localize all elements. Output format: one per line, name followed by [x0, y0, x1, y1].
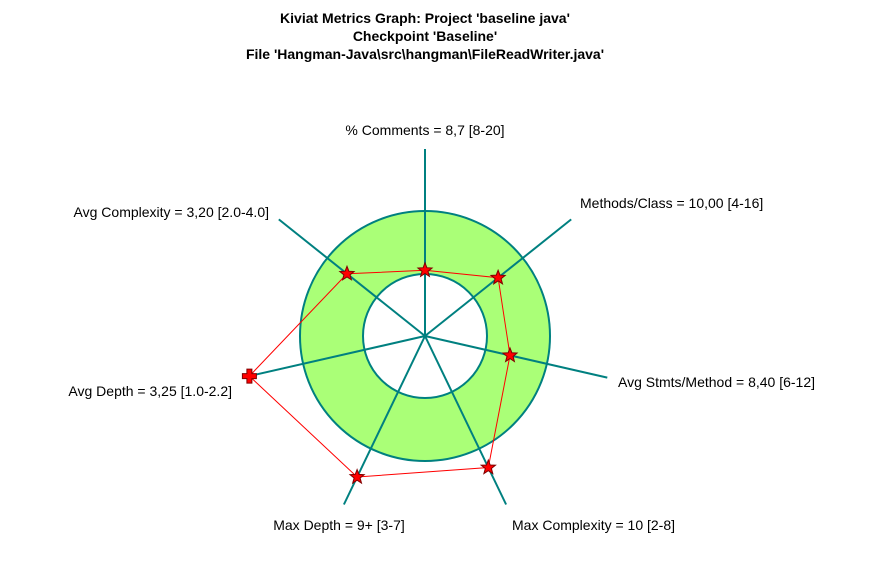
metric-marker-6 [338, 264, 356, 281]
axis-label-3: Max Complexity = 10 [2-8] [512, 517, 675, 533]
axis-line-3 [424, 335, 508, 505]
metric-polygon [248, 269, 511, 478]
metric-marker-4 [348, 468, 366, 485]
chart-title-line-3: File 'Hangman-Java\src\hangman\FileReadW… [246, 46, 604, 62]
axis-label-2: Avg Stmts/Method = 8,40 [6-12] [618, 374, 815, 390]
axis-line-5 [242, 335, 426, 379]
chart-title-line-2: Checkpoint 'Baseline' [353, 28, 497, 44]
axis-line-2 [424, 335, 608, 379]
metric-markers [241, 261, 519, 485]
metric-polygon-layer [248, 269, 511, 478]
metric-marker-2 [501, 346, 519, 363]
chart-title-line-1: Kiviat Metrics Graph: Project 'baseline … [280, 10, 570, 26]
axis-label-1: Methods/Class = 10,00 [4-16] [580, 195, 763, 211]
metric-marker-0 [416, 261, 434, 278]
metric-marker-3 [479, 458, 497, 475]
axis-line-6 [278, 218, 426, 337]
axis-label-4: Max Depth = 9+ [3-7] [273, 517, 405, 533]
axis-label-0: % Comments = 8,7 [8-20] [345, 122, 504, 138]
metric-marker-5 [241, 368, 257, 384]
axis-label-5: Avg Depth = 3,25 [1.0-2.2] [68, 383, 232, 399]
axis-labels: % Comments = 8,7 [8-20] Methods/Class = 1… [68, 122, 815, 533]
axis-label-6: Avg Complexity = 3,20 [2.0-4.0] [74, 204, 269, 220]
axis-spokes [242, 149, 608, 505]
metric-marker-1 [489, 268, 507, 285]
